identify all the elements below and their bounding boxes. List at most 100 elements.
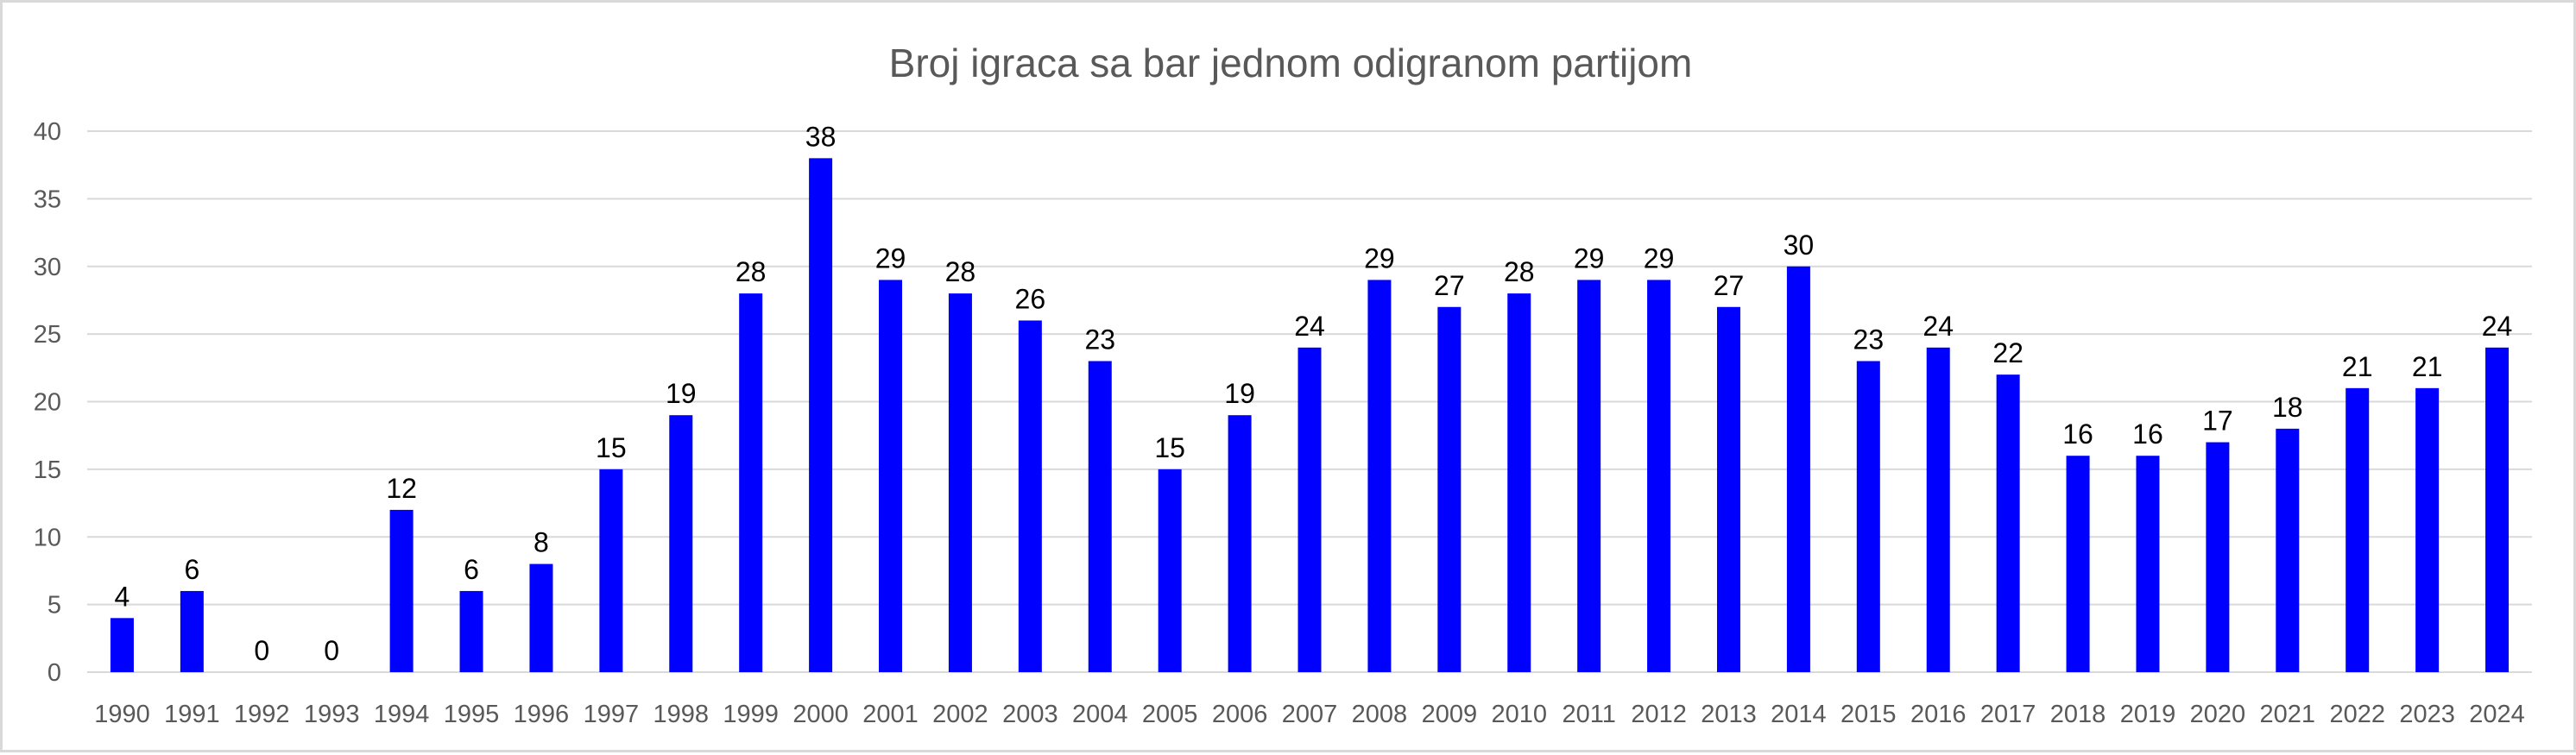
bar [1158, 469, 1182, 672]
data-label: 16 [2062, 418, 2093, 450]
data-label: 21 [2342, 351, 2373, 382]
bar [2346, 387, 2370, 672]
bar [1367, 280, 1392, 672]
bar [1018, 320, 1042, 672]
x-tick-label: 2006 [1212, 701, 1268, 728]
y-tick-label: 20 [34, 389, 61, 417]
data-label: 0 [324, 635, 339, 666]
bar [1856, 361, 1880, 672]
bar [1786, 266, 1810, 672]
data-label: 22 [1992, 337, 2024, 368]
x-tick-label: 2016 [1910, 701, 1967, 728]
data-label: 26 [1015, 283, 1046, 314]
x-tick-label: 2018 [2050, 701, 2106, 728]
chart-title: Broj igraca sa bar jednom odigranom part… [889, 41, 1693, 85]
x-tick-label: 1998 [653, 701, 710, 728]
bar [1437, 306, 1462, 672]
x-tick-label: 2010 [1491, 701, 1547, 728]
data-label: 19 [666, 378, 697, 409]
data-label: 23 [1084, 324, 1115, 355]
bar [809, 158, 833, 673]
y-tick-label: 15 [34, 456, 61, 484]
y-tick-label: 5 [47, 592, 61, 620]
bar [529, 563, 553, 672]
bar [1577, 280, 1601, 672]
x-tick-label: 2021 [2260, 701, 2316, 728]
x-tick-label: 2011 [1562, 701, 1615, 728]
data-label: 38 [805, 121, 837, 152]
x-tick-label: 2019 [2120, 701, 2176, 728]
data-label: 6 [184, 554, 199, 585]
data-label: 29 [1574, 242, 1605, 274]
data-labels: 4 6 0 0 12 6 8 15 19 28 38 29 28 26 23 15 19 24 29 27 28 29 29… [115, 121, 2513, 666]
data-label: 19 [1224, 378, 1255, 409]
data-label: 17 [2202, 406, 2233, 437]
x-tick-label: 2012 [1631, 701, 1687, 728]
data-label: 28 [736, 256, 767, 287]
data-label: 12 [386, 473, 417, 504]
bar [2485, 347, 2510, 672]
data-label: 24 [2482, 311, 2513, 342]
x-tick-label: 2000 [792, 701, 849, 728]
bar [459, 590, 483, 672]
x-tick-label: 1999 [723, 701, 779, 728]
x-tick-label: 2022 [2329, 701, 2385, 728]
x-tick-label: 2003 [1002, 701, 1058, 728]
x-tick-label: 2014 [1771, 701, 1827, 728]
y-tick-label: 0 [47, 659, 61, 687]
x-tick-label: 2015 [1840, 701, 1897, 728]
y-tick-label: 40 [34, 118, 61, 146]
data-label: 27 [1434, 270, 1465, 301]
x-tick-label: 2024 [2469, 701, 2525, 728]
bar [739, 293, 763, 672]
bar [1088, 361, 1112, 672]
x-tick-label: 2005 [1142, 701, 1198, 728]
bar [2066, 456, 2090, 672]
bar [389, 509, 414, 672]
bar [110, 618, 134, 672]
data-label: 8 [534, 527, 549, 558]
bar [1228, 415, 1252, 672]
x-axis-ticks: 1990 1991 1992 1993 1994 1995 1996 1997 1998 1999… [94, 701, 2525, 728]
bar-chart: Broj igraca sa bar jednom odigranom part… [34, 41, 2532, 728]
data-label: 23 [1853, 324, 1885, 355]
y-tick-label: 30 [34, 254, 61, 281]
bar [2136, 456, 2160, 672]
x-tick-label: 1991 [164, 701, 220, 728]
bar [1996, 374, 2020, 672]
x-tick-label: 2008 [1352, 701, 1408, 728]
x-tick-label: 1997 [584, 701, 640, 728]
x-tick-label: 2023 [2399, 701, 2455, 728]
bar [879, 280, 903, 672]
data-label: 4 [115, 581, 130, 612]
data-label: 15 [596, 432, 627, 463]
x-tick-label: 2013 [1701, 701, 1757, 728]
x-tick-label: 2007 [1282, 701, 1338, 728]
x-tick-label: 2002 [932, 701, 988, 728]
y-tick-label: 10 [34, 524, 61, 551]
data-label: 28 [1504, 256, 1535, 287]
y-tick-label: 35 [34, 186, 61, 213]
bar [599, 469, 623, 672]
data-label: 6 [464, 554, 479, 585]
data-label: 0 [254, 635, 269, 666]
data-label: 29 [875, 242, 906, 274]
x-tick-label: 1995 [444, 701, 500, 728]
data-label: 29 [1364, 242, 1395, 274]
x-tick-label: 2004 [1072, 701, 1128, 728]
data-label: 30 [1784, 230, 1815, 261]
bar [1507, 293, 1531, 672]
data-label: 29 [1644, 242, 1675, 274]
x-tick-label: 1993 [304, 701, 360, 728]
data-label: 18 [2272, 392, 2303, 423]
x-tick-label: 1992 [234, 701, 290, 728]
bar [180, 590, 204, 672]
x-tick-label: 1994 [374, 701, 430, 728]
bar [1716, 306, 1740, 672]
x-tick-label: 2017 [1980, 701, 2036, 728]
bars [110, 158, 2510, 673]
bar [2206, 442, 2230, 672]
data-label: 16 [2132, 418, 2163, 450]
bar [948, 293, 972, 672]
